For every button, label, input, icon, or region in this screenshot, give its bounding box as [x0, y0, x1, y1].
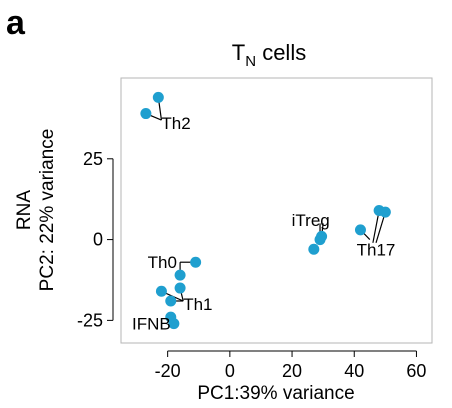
y-tick-label: 0 — [93, 230, 103, 250]
data-point — [190, 256, 202, 268]
chart-title-rest: cells — [256, 40, 306, 65]
x-axis: -20 0 20 40 60 — [155, 350, 426, 381]
y-tick-label: -25 — [77, 310, 103, 330]
chart-title: TN cells — [232, 40, 306, 70]
x-tick-label: -20 — [155, 361, 181, 381]
x-tick-label: 60 — [406, 361, 426, 381]
point-label: IFNB — [132, 315, 171, 334]
data-point — [168, 318, 180, 330]
chart-title-main: T — [232, 40, 245, 65]
point-label: Th0 — [148, 253, 177, 272]
x-tick-label: 20 — [282, 361, 302, 381]
data-point — [308, 243, 320, 255]
data-point — [152, 91, 164, 103]
data-point — [155, 285, 167, 297]
data-points — [140, 91, 391, 330]
point-label: iTreg — [292, 211, 330, 230]
y-tick-label: 25 — [83, 149, 103, 169]
point-labels: Th2 iTreg Th17 Th0 Th1 IFNB — [132, 114, 395, 333]
data-point — [379, 206, 391, 218]
x-tick-label: 0 — [225, 361, 235, 381]
point-label: Th17 — [357, 240, 396, 259]
y-axis-label-line2: PC2: 22% variance — [37, 129, 58, 292]
data-point — [165, 295, 177, 307]
x-axis-label: PC1:39% variance — [197, 383, 354, 404]
point-label: Th2 — [161, 114, 190, 133]
x-tick-label: 40 — [344, 361, 364, 381]
data-point — [354, 224, 366, 236]
data-point — [140, 108, 152, 120]
data-point — [174, 269, 186, 281]
y-axis-label-line1: RNA — [14, 190, 35, 230]
y-axis: -25 0 25 — [77, 149, 114, 330]
panel-label: a — [6, 4, 25, 42]
data-point — [174, 282, 186, 294]
point-label: Th1 — [183, 295, 212, 314]
plot-frame — [120, 77, 433, 344]
chart-title-subscript: N — [245, 53, 256, 70]
data-point — [316, 230, 328, 242]
